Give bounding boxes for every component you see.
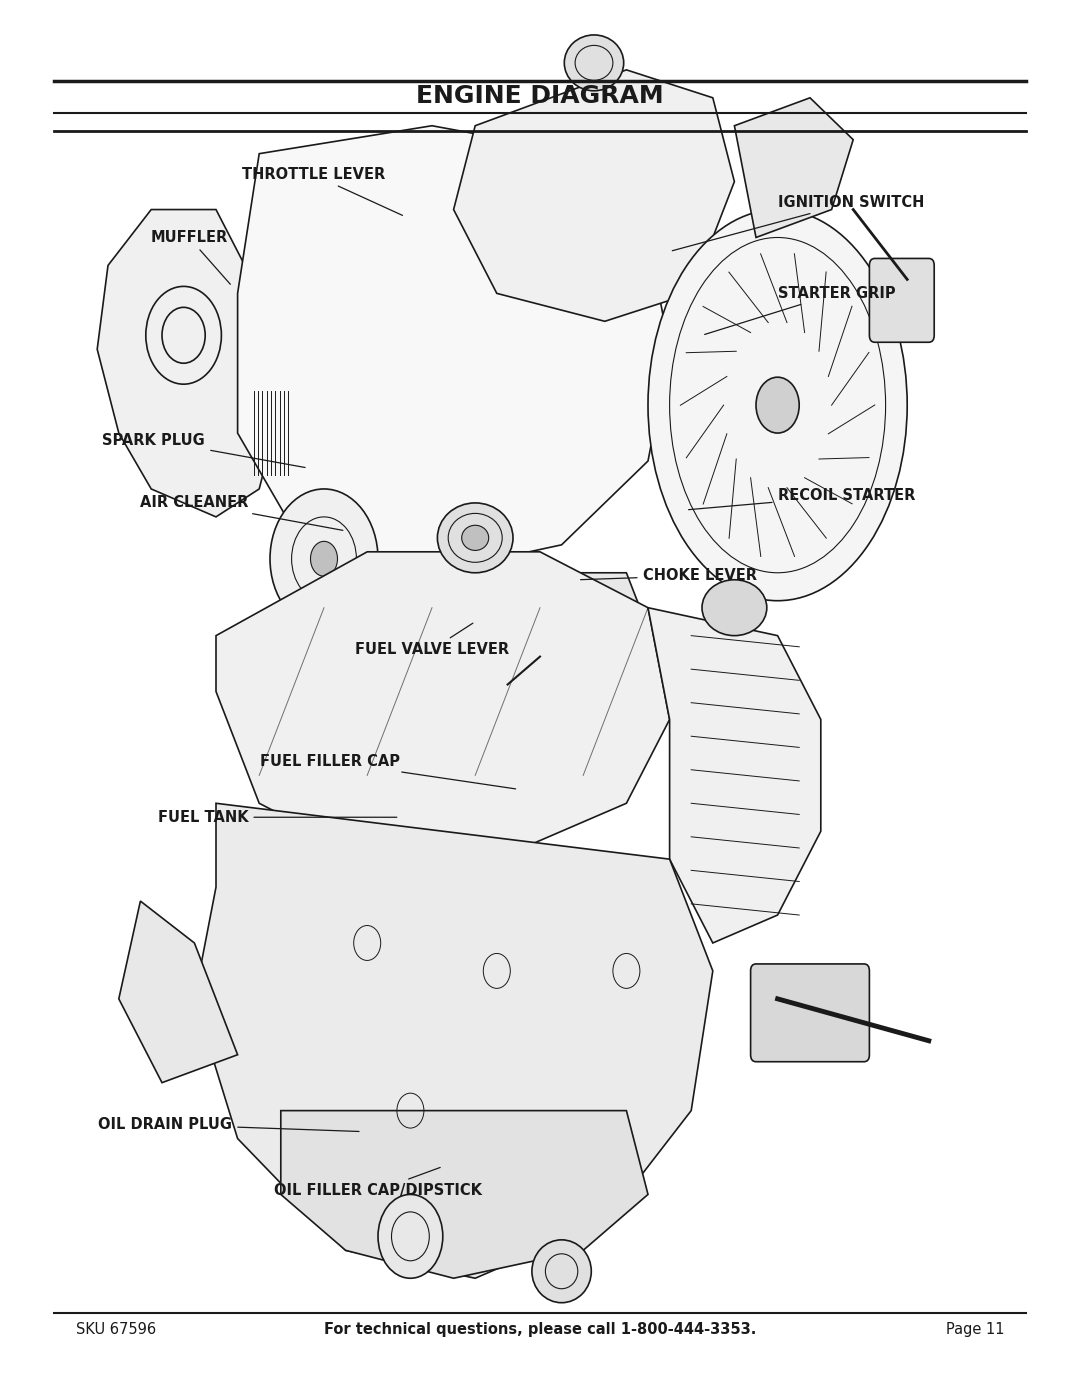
Polygon shape [454,70,734,321]
Polygon shape [648,608,821,943]
Text: FUEL FILLER CAP: FUEL FILLER CAP [259,754,515,789]
Ellipse shape [462,525,488,550]
Polygon shape [97,210,281,517]
Polygon shape [194,803,713,1278]
Ellipse shape [756,377,799,433]
Text: Page 11: Page 11 [946,1323,1004,1337]
Text: OIL FILLER CAP/DIPSTICK: OIL FILLER CAP/DIPSTICK [274,1168,482,1197]
Text: RECOIL STARTER: RECOIL STARTER [689,489,915,510]
Ellipse shape [378,1194,443,1278]
Text: IGNITION SWITCH: IGNITION SWITCH [672,196,924,250]
Ellipse shape [531,1241,592,1302]
Ellipse shape [437,503,513,573]
Text: STARTER GRIP: STARTER GRIP [704,286,895,334]
Text: THROTTLE LEVER: THROTTLE LEVER [242,168,403,215]
Polygon shape [281,1111,648,1278]
Text: FUEL VALVE LEVER: FUEL VALVE LEVER [355,623,509,657]
Polygon shape [216,552,670,859]
Text: CHOKE LEVER: CHOKE LEVER [581,569,757,583]
Polygon shape [734,98,853,237]
Ellipse shape [311,542,337,577]
Text: ENGINE DIAGRAM: ENGINE DIAGRAM [416,84,664,109]
Text: MUFFLER: MUFFLER [150,231,230,285]
Ellipse shape [648,210,907,601]
Ellipse shape [270,489,378,629]
Polygon shape [119,901,238,1083]
Ellipse shape [564,35,624,91]
Polygon shape [367,573,551,685]
Text: AIR CLEANER: AIR CLEANER [140,496,342,531]
Text: SKU 67596: SKU 67596 [76,1323,156,1337]
Text: FUEL TANK: FUEL TANK [158,810,396,824]
Text: For technical questions, please call 1-800-444-3353.: For technical questions, please call 1-8… [324,1323,756,1337]
FancyBboxPatch shape [869,258,934,342]
Text: SPARK PLUG: SPARK PLUG [103,433,305,468]
Polygon shape [540,573,648,657]
FancyBboxPatch shape [751,964,869,1062]
Polygon shape [238,126,670,573]
Ellipse shape [702,580,767,636]
Text: OIL DRAIN PLUG: OIL DRAIN PLUG [98,1118,359,1132]
